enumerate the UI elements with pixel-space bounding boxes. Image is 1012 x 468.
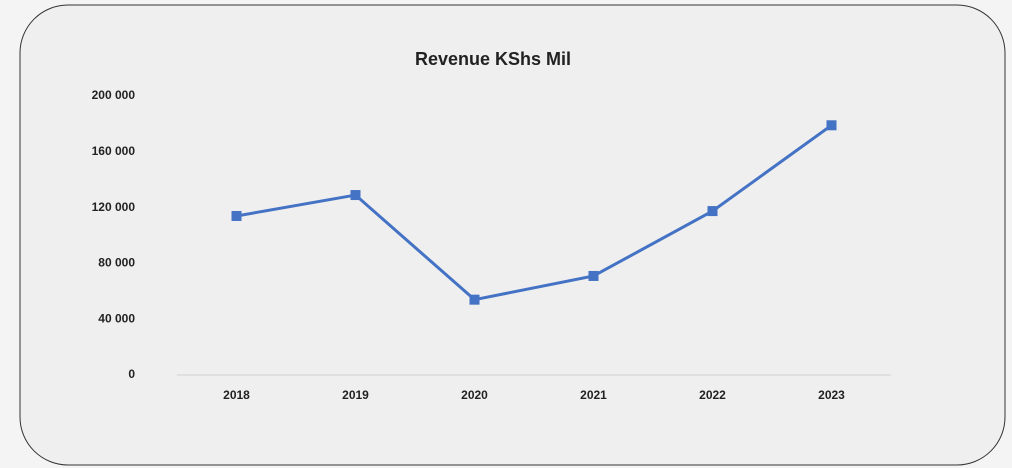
x-tick-label: 2019	[342, 388, 369, 402]
x-tick-label: 2021	[580, 388, 607, 402]
y-tick-label: 120 000	[92, 200, 136, 214]
x-tick-label: 2018	[223, 388, 250, 402]
y-tick-label: 80 000	[98, 256, 135, 270]
marker	[826, 120, 837, 131]
marker	[707, 206, 718, 217]
marker	[350, 190, 361, 201]
x-tick-label: 2022	[699, 388, 726, 402]
x-tick-label: 2020	[461, 388, 488, 402]
y-tick-label: 0	[128, 367, 135, 381]
line	[236, 124, 833, 302]
y-tick-label: 40 000	[98, 311, 135, 325]
chart-title: Revenue KShs Mil	[415, 49, 571, 69]
marker	[231, 210, 242, 221]
y-tick-label: 200 000	[92, 88, 136, 102]
chart-frame	[19, 4, 1006, 466]
marker	[469, 294, 480, 305]
y-tick-label: 160 000	[92, 144, 136, 158]
x-tick-label: 2023	[818, 388, 845, 402]
marker	[588, 270, 599, 281]
